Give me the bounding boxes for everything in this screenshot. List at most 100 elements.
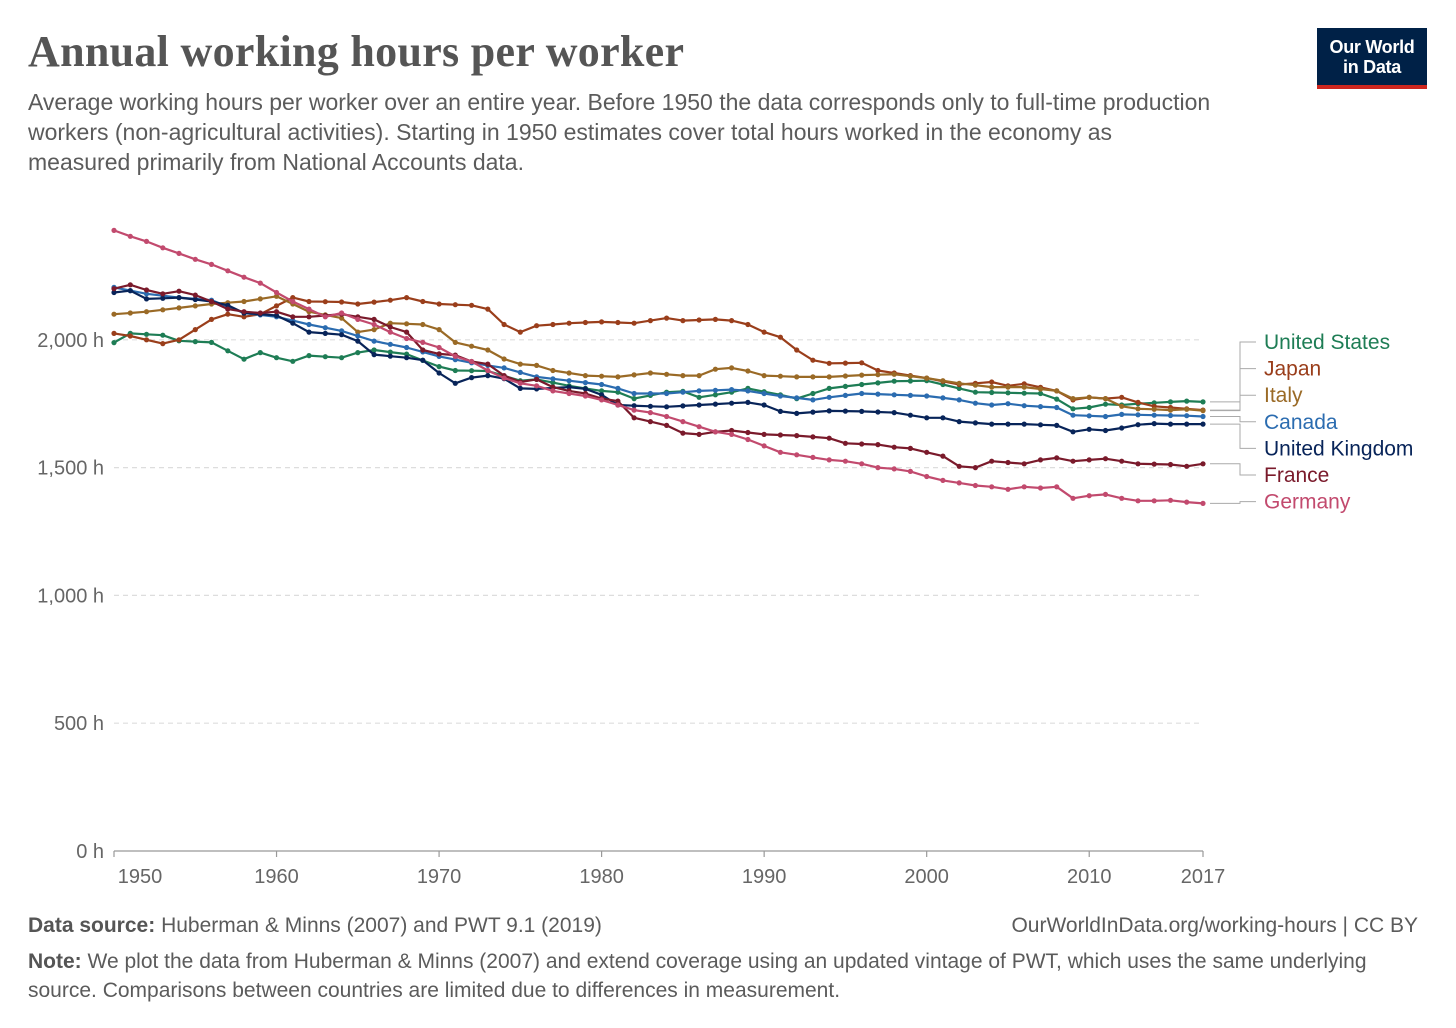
data-point <box>1167 399 1174 405</box>
data-point <box>355 329 361 335</box>
data-point <box>599 381 605 388</box>
data-point <box>160 341 166 347</box>
note-label: Note: <box>28 950 82 973</box>
data-point <box>729 365 735 371</box>
data-point <box>273 289 280 296</box>
data-point <box>924 415 930 421</box>
note-text: We plot the data from Huberman & Minns (… <box>28 950 1367 1002</box>
data-point <box>143 287 150 293</box>
data-point <box>1200 421 1206 427</box>
data-point <box>842 440 849 446</box>
data-point <box>647 403 654 409</box>
data-point <box>794 374 800 380</box>
data-point <box>1102 427 1109 434</box>
data-point <box>111 330 117 336</box>
data-point <box>273 303 280 309</box>
data-point <box>1184 413 1190 419</box>
y-tick-label: 2,000 h <box>37 330 104 352</box>
data-point <box>777 334 784 340</box>
data-point <box>485 373 491 379</box>
data-point <box>176 337 182 343</box>
data-point <box>127 288 133 294</box>
data-point <box>127 310 133 316</box>
y-tick-label: 1,500 h <box>37 458 104 480</box>
data-point <box>436 327 442 333</box>
data-point <box>859 390 865 397</box>
data-point <box>257 296 263 302</box>
chart-note: Note: We plot the data from Huberman & M… <box>28 947 1408 1005</box>
data-point <box>273 355 280 361</box>
data-point <box>582 386 589 392</box>
data-point <box>907 392 914 398</box>
data-point <box>534 376 540 382</box>
data-point <box>729 400 735 406</box>
data-point <box>664 413 670 420</box>
data-point <box>257 350 263 356</box>
data-point <box>322 354 328 360</box>
data-point <box>842 408 849 414</box>
data-point <box>696 424 702 430</box>
data-point <box>842 373 849 379</box>
data-point <box>599 392 605 398</box>
data-point <box>989 458 995 464</box>
data-point <box>647 318 654 324</box>
data-point <box>924 473 930 480</box>
data-point <box>989 389 995 396</box>
data-point <box>875 442 881 448</box>
source-url-link[interactable]: OurWorldInData.org/working-hours | CC BY <box>1011 914 1418 937</box>
data-point <box>241 356 247 362</box>
data-point <box>208 261 215 267</box>
data-point <box>712 429 719 435</box>
data-point <box>940 477 946 483</box>
data-point <box>339 315 345 321</box>
data-point <box>127 282 133 288</box>
data-point <box>631 403 637 409</box>
data-point <box>273 293 280 299</box>
data-point <box>1102 413 1109 420</box>
data-point <box>566 370 572 376</box>
series-line-canada <box>113 286 1204 418</box>
data-point <box>322 330 328 336</box>
data-point <box>907 468 914 474</box>
data-point <box>972 389 979 395</box>
data-point <box>127 333 133 339</box>
data-point <box>582 373 589 379</box>
data-point <box>761 402 767 408</box>
data-point <box>1054 396 1060 402</box>
logo-line-2: in Data <box>1343 56 1401 77</box>
data-point <box>436 351 442 357</box>
data-point <box>826 360 832 366</box>
chart-title: Annual working hours per worker <box>28 27 685 76</box>
data-point <box>1184 499 1190 505</box>
data-point <box>680 419 686 425</box>
data-point <box>387 353 393 359</box>
legend-connector <box>1210 501 1256 504</box>
data-point <box>761 431 767 437</box>
data-point <box>647 390 654 397</box>
data-point <box>745 368 751 374</box>
series-line-germany <box>113 229 1204 505</box>
data-point <box>452 353 458 359</box>
data-point <box>875 380 881 386</box>
data-point <box>712 401 719 407</box>
data-point <box>956 380 962 386</box>
data-point <box>1086 457 1092 463</box>
data-point <box>859 381 865 388</box>
x-tick-label: 1990 <box>742 866 787 888</box>
our-world-in-data-logo[interactable]: Our World in Data <box>1317 28 1427 89</box>
data-point <box>875 391 881 397</box>
data-point <box>339 332 345 338</box>
data-point <box>664 315 670 321</box>
data-point <box>192 339 198 345</box>
x-tick-label: 1980 <box>579 866 624 888</box>
data-point <box>615 398 621 404</box>
data-point <box>404 344 410 351</box>
data-point <box>485 347 491 353</box>
data-point <box>387 297 393 303</box>
data-point <box>1151 421 1157 427</box>
data-point <box>940 415 946 421</box>
data-point <box>859 408 865 414</box>
data-point <box>404 295 410 301</box>
data-point <box>1102 396 1109 402</box>
data-point <box>550 321 556 328</box>
